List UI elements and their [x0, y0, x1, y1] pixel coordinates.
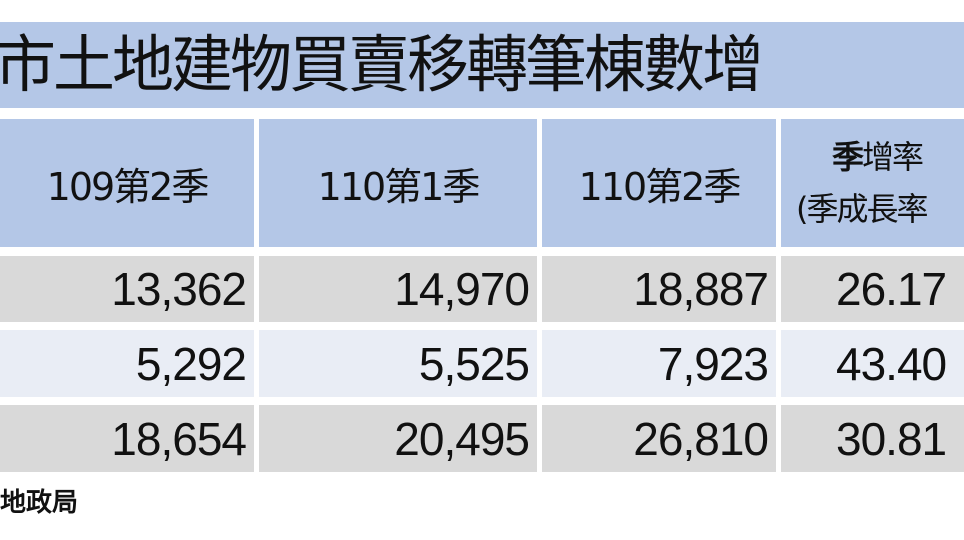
table-cell: 5,292 [0, 330, 254, 397]
table-cell: 13,362 [0, 256, 254, 322]
table-title-text: 市土地建物買賣移轉筆棟數增 [0, 28, 764, 101]
table-cell: 18,887 [542, 256, 776, 322]
column-header-rate: 季增率 (季成長率 [781, 119, 964, 247]
table-cell: 20,495 [259, 405, 537, 472]
rate-header-line2: (季成長率 [796, 190, 928, 228]
table-cell: 26,810 [542, 405, 776, 472]
table-cell: 26.17 [781, 256, 964, 322]
table-cell: 30.81 [781, 405, 964, 472]
table-cell: 5,525 [259, 330, 537, 397]
table-cell: 43.40 [781, 330, 964, 397]
column-header: 109第2季 [0, 119, 254, 247]
rate-header-rest: 增率 [862, 138, 924, 176]
table-cell: 18,654 [0, 405, 254, 472]
rate-header-bold: 季 [832, 138, 864, 176]
table-cell: 7,923 [542, 330, 776, 397]
table-title: 市土地建物買賣移轉筆棟數增 [0, 22, 964, 108]
column-header: 110第2季 [542, 119, 776, 247]
source-note: 地政局 [0, 488, 79, 518]
table-cell: 14,970 [259, 256, 537, 322]
column-header: 110第1季 [259, 119, 537, 247]
